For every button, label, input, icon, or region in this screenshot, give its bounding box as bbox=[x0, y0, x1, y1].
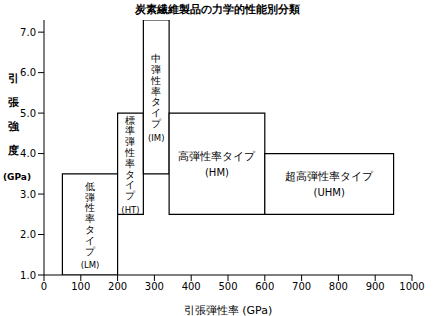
svg-text:性: 性 bbox=[124, 147, 135, 158]
svg-text:率: 率 bbox=[151, 86, 161, 97]
svg-text:(IM): (IM) bbox=[148, 133, 164, 143]
svg-text:100: 100 bbox=[71, 281, 90, 292]
svg-text:2.0: 2.0 bbox=[20, 229, 36, 240]
svg-text:タ: タ bbox=[151, 96, 161, 107]
svg-text:弾: 弾 bbox=[85, 192, 95, 203]
svg-text:7.0: 7.0 bbox=[20, 27, 36, 38]
svg-text:4.0: 4.0 bbox=[20, 148, 36, 159]
svg-text:低: 低 bbox=[85, 181, 95, 192]
svg-text:6.0: 6.0 bbox=[20, 67, 36, 78]
svg-text:中: 中 bbox=[151, 53, 161, 64]
svg-text:600: 600 bbox=[255, 281, 274, 292]
svg-text:引張弾性率 (GPa): 引張弾性率 (GPa) bbox=[184, 304, 272, 316]
svg-text:プ: プ bbox=[85, 246, 96, 257]
svg-text:1000: 1000 bbox=[399, 281, 424, 292]
svg-text:超高弾性率タイプ: 超高弾性率タイプ bbox=[285, 170, 374, 183]
svg-text:引: 引 bbox=[8, 72, 19, 85]
svg-text:(LM): (LM) bbox=[81, 260, 100, 270]
svg-text:(HT): (HT) bbox=[121, 205, 139, 215]
svg-text:700: 700 bbox=[292, 281, 311, 292]
svg-text:800: 800 bbox=[329, 281, 348, 292]
svg-text:率: 率 bbox=[85, 213, 95, 224]
svg-text:性: 性 bbox=[84, 202, 95, 213]
svg-text:イ: イ bbox=[85, 235, 95, 246]
svg-text:率: 率 bbox=[125, 158, 135, 169]
svg-text:標: 標 bbox=[125, 115, 135, 126]
svg-text:タ: タ bbox=[125, 169, 135, 180]
svg-text:1.0: 1.0 bbox=[20, 270, 36, 281]
svg-text:5.0: 5.0 bbox=[20, 108, 36, 119]
svg-text:300: 300 bbox=[145, 281, 164, 292]
svg-text:イ: イ bbox=[151, 107, 161, 118]
svg-text:0: 0 bbox=[41, 281, 47, 292]
svg-text:(GPa): (GPa) bbox=[8, 172, 31, 182]
svg-text:(UHM): (UHM) bbox=[314, 187, 345, 198]
svg-text:イ: イ bbox=[125, 179, 135, 190]
svg-text:200: 200 bbox=[108, 281, 127, 292]
svg-text:プ: プ bbox=[151, 118, 162, 129]
svg-text:高弾性率タイプ: 高弾性率タイプ bbox=[178, 150, 256, 163]
svg-text:性: 性 bbox=[150, 75, 161, 86]
svg-text:強: 強 bbox=[8, 120, 20, 133]
svg-text:準: 準 bbox=[125, 125, 135, 136]
svg-text:タ: タ bbox=[85, 224, 95, 235]
svg-text:(HM): (HM) bbox=[205, 167, 229, 178]
svg-text:張: 張 bbox=[8, 96, 20, 109]
svg-text:プ: プ bbox=[125, 190, 136, 201]
svg-text:炭素繊維製品の力学的性能別分類: 炭素繊維製品の力学的性能別分類 bbox=[134, 3, 300, 16]
svg-text:3.0: 3.0 bbox=[20, 189, 36, 200]
svg-text:弾: 弾 bbox=[151, 64, 161, 75]
svg-text:弾: 弾 bbox=[125, 136, 135, 147]
svg-text:500: 500 bbox=[218, 281, 237, 292]
svg-text:900: 900 bbox=[366, 281, 385, 292]
svg-text:度: 度 bbox=[8, 144, 19, 157]
svg-text:400: 400 bbox=[182, 281, 201, 292]
